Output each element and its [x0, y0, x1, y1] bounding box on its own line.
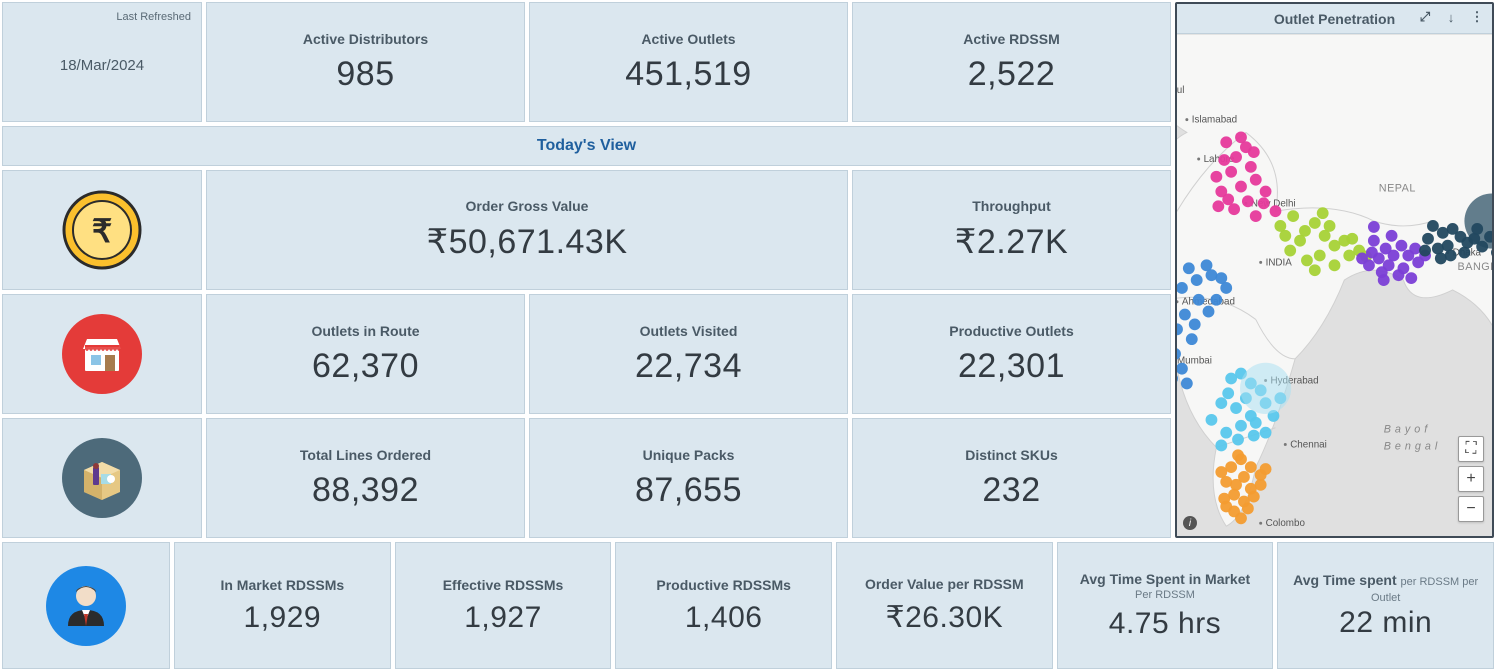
outlets-productive-value: 22,301 — [958, 347, 1065, 386]
active-distributors-label: Active Distributors — [303, 31, 428, 47]
outlets-route-value: 62,370 — [312, 347, 419, 386]
effective-rdssms-label: Effective RDSSMs — [443, 577, 564, 593]
order-gross-label: Order Gross Value — [466, 198, 589, 214]
total-lines-card: Total Lines Ordered 88,392 — [206, 418, 525, 538]
coin-icon-card: ₹ — [2, 170, 202, 290]
shop-icon — [62, 314, 142, 394]
active-distributors-card: Active Distributors 985 — [206, 2, 525, 122]
distinct-skus-value: 232 — [982, 471, 1040, 510]
outlets-route-label: Outlets in Route — [311, 323, 419, 339]
active-outlets-value: 451,519 — [625, 55, 751, 94]
last-refreshed-value: 18/Mar/2024 — [60, 57, 144, 74]
in-market-rdssms-value: 1,929 — [244, 601, 322, 635]
order-value-per-rdssm-value: ₹26.30K — [885, 600, 1003, 635]
productive-rdssms-label: Productive RDSSMs — [656, 577, 791, 593]
map-title: Outlet Penetration — [1274, 11, 1395, 27]
in-market-rdssms-label: In Market RDSSMs — [220, 577, 344, 593]
active-rdssm-label: Active RDSSM — [963, 31, 1059, 47]
avg-time-market-value: 4.75 hrs — [1109, 607, 1221, 641]
productive-rdssms-value: 1,406 — [685, 601, 763, 635]
shop-icon-card — [2, 294, 202, 414]
box-icon — [62, 438, 142, 518]
active-rdssm-value: 2,522 — [968, 55, 1056, 94]
order-value-per-rdssm-card: Order Value per RDSSM ₹26.30K — [836, 542, 1053, 669]
order-gross-card: Order Gross Value ₹50,671.43K — [206, 170, 848, 290]
svg-text:B a y o f: B a y o f — [1384, 424, 1429, 436]
avg-time-outlet-label: Avg Time spent — [1293, 572, 1396, 588]
last-refreshed-card: Last Refreshed 18/Mar/2024 — [2, 2, 202, 122]
avg-time-outlet-value: 22 min — [1339, 606, 1432, 640]
unique-packs-label: Unique Packs — [643, 447, 735, 463]
person-icon — [46, 566, 126, 646]
map-body[interactable]: B a y o fB e n g a lPAKISTANNEPALBANGLAD… — [1177, 34, 1492, 536]
outlets-productive-card: Productive Outlets 22,301 — [852, 294, 1171, 414]
svg-text:Chennai: Chennai — [1290, 439, 1327, 450]
svg-text:Kabul: Kabul — [1177, 85, 1184, 96]
distinct-skus-label: Distinct SKUs — [965, 447, 1058, 463]
unique-packs-value: 87,655 — [635, 471, 742, 510]
in-market-rdssms-card: In Market RDSSMs 1,929 — [174, 542, 391, 669]
order-value-per-rdssm-label: Order Value per RDSSM — [865, 576, 1024, 592]
throughput-value: ₹2.27K — [955, 222, 1068, 262]
last-refreshed-label: Last Refreshed — [13, 11, 191, 23]
unique-packs-card: Unique Packs 87,655 — [529, 418, 848, 538]
avg-time-market-card: Avg Time Spent in Market Per RDSSM 4.75 … — [1057, 542, 1274, 669]
outlets-visited-value: 22,734 — [635, 347, 742, 386]
active-outlets-card: Active Outlets 451,519 — [529, 2, 848, 122]
more-icon[interactable]: ⋮ — [1466, 6, 1488, 28]
distinct-skus-card: Distinct SKUs 232 — [852, 418, 1171, 538]
svg-text:B e n g a l: B e n g a l — [1384, 440, 1438, 452]
info-icon[interactable]: i — [1183, 516, 1197, 530]
svg-text:INDIA: INDIA — [1266, 257, 1293, 268]
coin-icon: ₹ — [62, 190, 142, 270]
order-gross-value: ₹50,671.43K — [426, 222, 627, 262]
throughput-label: Throughput — [972, 198, 1051, 214]
effective-rdssms-card: Effective RDSSMs 1,927 — [395, 542, 612, 669]
avg-time-outlet-card: Avg Time spent per RDSSM per Outlet 22 m… — [1277, 542, 1494, 669]
svg-text:₹: ₹ — [92, 213, 112, 249]
avg-time-market-label: Avg Time Spent in Market — [1080, 571, 1250, 587]
download-icon[interactable]: ↓ — [1440, 6, 1462, 28]
throughput-card: Throughput ₹2.27K — [852, 170, 1171, 290]
svg-text:NEPAL: NEPAL — [1379, 182, 1416, 194]
productive-rdssms-card: Productive RDSSMs 1,406 — [615, 542, 832, 669]
zoom-in-icon[interactable]: + — [1458, 466, 1484, 492]
outlets-productive-label: Productive Outlets — [949, 323, 1073, 339]
active-rdssm-card: Active RDSSM 2,522 — [852, 2, 1171, 122]
map-header: Outlet Penetration ⤢ ↓ ⋮ — [1177, 4, 1492, 34]
effective-rdssms-value: 1,927 — [464, 601, 542, 635]
svg-text:Colombo: Colombo — [1266, 518, 1306, 529]
person-icon-card — [2, 542, 170, 669]
expand-icon[interactable]: ⤢ — [1414, 6, 1436, 28]
map-panel: Outlet Penetration ⤢ ↓ ⋮ B a y o f B e n … — [1175, 2, 1494, 538]
fullscreen-icon[interactable]: ⛶ — [1458, 436, 1484, 462]
svg-text:Islamabad: Islamabad — [1192, 115, 1237, 126]
box-icon-card — [2, 418, 202, 538]
active-outlets-label: Active Outlets — [641, 31, 735, 47]
svg-text:BANGLADESH: BANGLADESH — [1458, 261, 1492, 273]
todays-view-header: Today's View — [2, 126, 1171, 166]
outlets-visited-card: Outlets Visited 22,734 — [529, 294, 848, 414]
zoom-out-icon[interactable]: − — [1458, 496, 1484, 522]
outlets-visited-label: Outlets Visited — [640, 323, 738, 339]
total-lines-value: 88,392 — [312, 471, 419, 510]
active-distributors-value: 985 — [336, 55, 394, 94]
avg-time-market-sublabel: Per RDSSM — [1135, 589, 1195, 601]
total-lines-label: Total Lines Ordered — [300, 447, 431, 463]
map-svg: B a y o fB e n g a lPAKISTANNEPALBANGLAD… — [1177, 34, 1492, 536]
outlets-route-card: Outlets in Route 62,370 — [206, 294, 525, 414]
